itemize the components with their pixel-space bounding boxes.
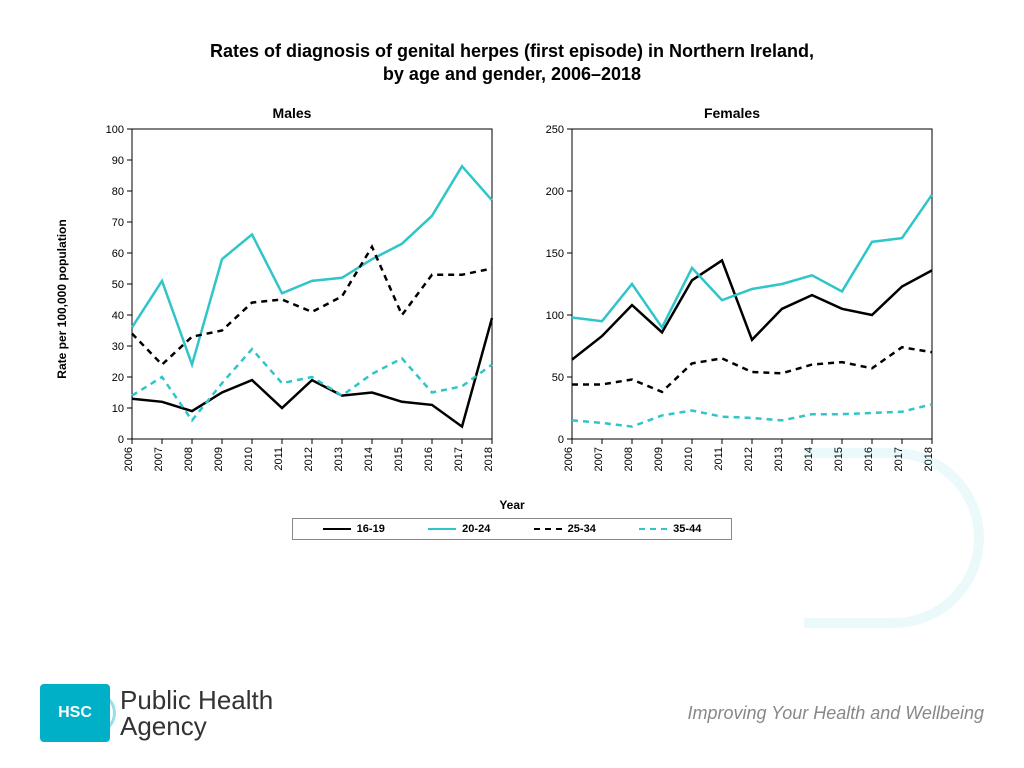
series-s16_19 <box>132 318 492 427</box>
chart-females: Females 0 50 100 150 200 250 2006 2007 2008 2009 20… <box>522 105 942 494</box>
x-axis-label: Year <box>0 498 1024 512</box>
logo-line-1: Public Health <box>120 687 273 713</box>
legend-label: 16-19 <box>357 523 385 535</box>
svg-text:50: 50 <box>112 279 124 291</box>
svg-text:2015: 2015 <box>393 447 405 471</box>
legend-swatch <box>323 528 351 530</box>
y-axis-label: Rate per 100,000 population <box>55 220 69 379</box>
svg-text:2010: 2010 <box>243 447 255 471</box>
svg-text:2009: 2009 <box>653 447 665 471</box>
logo-text: Public Health Agency <box>120 687 273 739</box>
svg-text:0: 0 <box>118 434 124 446</box>
legend-swatch <box>639 528 667 530</box>
svg-text:2013: 2013 <box>773 447 785 471</box>
legend-item-s25_34: 25-34 <box>534 523 596 535</box>
logo-badge: HSC <box>40 684 110 742</box>
svg-text:100: 100 <box>106 124 124 136</box>
svg-text:2012: 2012 <box>303 447 315 471</box>
svg-text:2008: 2008 <box>623 447 635 471</box>
legend-label: 20-24 <box>462 523 490 535</box>
svg-text:2006: 2006 <box>123 447 135 471</box>
svg-text:2014: 2014 <box>363 447 375 471</box>
svg-text:2018: 2018 <box>923 447 935 471</box>
svg-text:250: 250 <box>546 124 564 136</box>
chart-subtitle: Females <box>522 105 942 121</box>
svg-text:2018: 2018 <box>483 447 495 471</box>
series-s20_24 <box>572 195 932 328</box>
svg-text:2015: 2015 <box>833 447 845 471</box>
svg-text:2017: 2017 <box>893 447 905 471</box>
svg-text:2006: 2006 <box>563 447 575 471</box>
svg-text:2011: 2011 <box>713 447 725 471</box>
svg-text:20: 20 <box>112 372 124 384</box>
svg-text:2017: 2017 <box>453 447 465 471</box>
logo-line-2: Agency <box>120 713 273 739</box>
svg-text:70: 70 <box>112 217 124 229</box>
charts-row: Rate per 100,000 population Males 0 10 20 30 4… <box>0 105 1024 494</box>
svg-text:60: 60 <box>112 248 124 260</box>
svg-text:2014: 2014 <box>803 447 815 471</box>
series-s20_24 <box>132 166 492 364</box>
svg-text:50: 50 <box>552 372 564 384</box>
series-s25_34 <box>572 347 932 392</box>
svg-text:200: 200 <box>546 186 564 198</box>
legend-item-s20_24: 20-24 <box>428 523 490 535</box>
title-line-2: by age and gender, 2006–2018 <box>0 63 1024 86</box>
legend-label: 25-34 <box>568 523 596 535</box>
legend-item-s16_19: 16-19 <box>323 523 385 535</box>
page-title: Rates of diagnosis of genital herpes (fi… <box>0 0 1024 87</box>
hsc-logo: HSC Public Health Agency <box>40 684 273 742</box>
svg-text:150: 150 <box>546 248 564 260</box>
legend-item-s35_44: 35-44 <box>639 523 701 535</box>
svg-text:2007: 2007 <box>593 447 605 471</box>
series-s16_19 <box>572 260 932 359</box>
svg-text:80: 80 <box>112 186 124 198</box>
legend-swatch <box>428 528 456 530</box>
legend-label: 35-44 <box>673 523 701 535</box>
svg-text:2013: 2013 <box>333 447 345 471</box>
svg-text:2011: 2011 <box>273 447 285 471</box>
svg-text:2016: 2016 <box>863 447 875 471</box>
svg-text:2009: 2009 <box>213 447 225 471</box>
series-s35_44 <box>572 404 932 426</box>
legend-swatch <box>534 528 562 530</box>
tagline: Improving Your Health and Wellbeing <box>687 703 984 724</box>
svg-text:30: 30 <box>112 341 124 353</box>
svg-text:90: 90 <box>112 155 124 167</box>
chart-males: Rate per 100,000 populationMales01020304… <box>82 105 502 494</box>
svg-text:0: 0 <box>558 434 564 446</box>
svg-text:2010: 2010 <box>683 447 695 471</box>
legend: 16-19 20-24 25-34 35-44 <box>292 518 732 540</box>
svg-text:2012: 2012 <box>743 447 755 471</box>
svg-text:40: 40 <box>112 310 124 322</box>
footer: HSC Public Health Agency Improving Your … <box>40 684 984 742</box>
chart-subtitle: Males <box>82 105 502 121</box>
svg-text:10: 10 <box>112 403 124 415</box>
title-line-1: Rates of diagnosis of genital herpes (fi… <box>0 40 1024 63</box>
svg-text:2007: 2007 <box>153 447 165 471</box>
svg-text:100: 100 <box>546 310 564 322</box>
svg-text:2016: 2016 <box>423 447 435 471</box>
svg-text:2008: 2008 <box>183 447 195 471</box>
